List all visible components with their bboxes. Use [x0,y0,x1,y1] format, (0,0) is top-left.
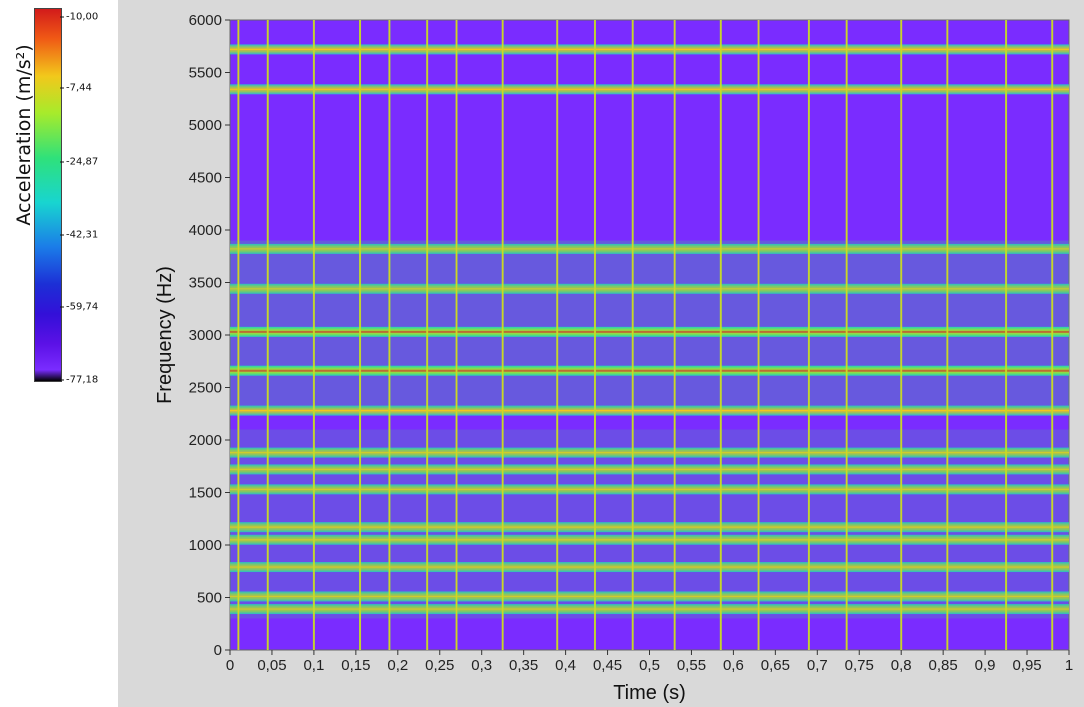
colorbar-tick: -59,74 [60,302,98,313]
y-tick-label: 6000 [189,12,222,29]
y-tick-label: 2500 [189,380,222,397]
x-tick-label: 0,95 [1012,657,1041,674]
x-tick-label: 0,25 [425,657,454,674]
x-tick-label: 0,9 [975,657,996,674]
x-tick-label: 0,65 [761,657,790,674]
x-tick-label: 0,5 [639,657,660,674]
x-tick-label: 0,4 [555,657,576,674]
x-tick-label: 0,2 [387,657,408,674]
y-tick-label: 2000 [189,432,222,449]
energy-region [230,240,1069,409]
x-tick-label: 0,75 [845,657,874,674]
y-tick-label: 3500 [189,275,222,292]
y-axis-title: Frequency (Hz) [154,266,176,404]
y-tick-label: 5000 [189,117,222,134]
x-axis-title: Time (s) [613,682,686,704]
x-tick-label: 0,6 [723,657,744,674]
colorbar-tick: -24,87 [60,157,98,168]
x-tick-label: 0,1 [303,657,324,674]
colorbar-tick: -10,00 [60,12,98,23]
harmonic-bands [230,44,1069,619]
transient-lines [237,20,1054,650]
colorbar-tick: -77,18 [60,375,98,386]
x-axis: 0 0,05 0,1 0,15 0,2 0,25 0,3 0,35 0,4 0,45 0,5 0,55… [226,650,1073,674]
y-tick-label: 3000 [189,327,222,344]
y-tick-label: 1000 [189,537,222,554]
y-tick-label: 0 [214,642,222,659]
x-tick-label: 0 [226,657,234,674]
colorbar [34,8,62,382]
x-tick-label: 0,35 [509,657,538,674]
y-tick-label: 4500 [189,170,222,187]
x-tick-label: 0,55 [677,657,706,674]
y-tick-label: 5500 [189,65,222,82]
colorbar-tick: -42,31 [60,230,98,241]
y-tick-label: 500 [197,590,222,607]
y-tick-label: 1500 [189,485,222,502]
energy-region [230,429,1069,619]
x-tick-label: 0,8 [891,657,912,674]
x-tick-label: 0,45 [593,657,622,674]
x-tick-label: 1 [1065,657,1073,674]
y-axis: 0 500 1000 1500 2000 2500 3000 3500 4000 4500 5000… [189,12,230,659]
y-tick-label: 4000 [189,222,222,239]
colorbar-tick: -7,44 [60,83,92,94]
x-tick-label: 0,15 [341,657,370,674]
x-tick-label: 0,85 [929,657,958,674]
x-tick-label: 0,05 [257,657,286,674]
x-tick-label: 0,7 [807,657,828,674]
x-tick-label: 0,3 [471,657,492,674]
